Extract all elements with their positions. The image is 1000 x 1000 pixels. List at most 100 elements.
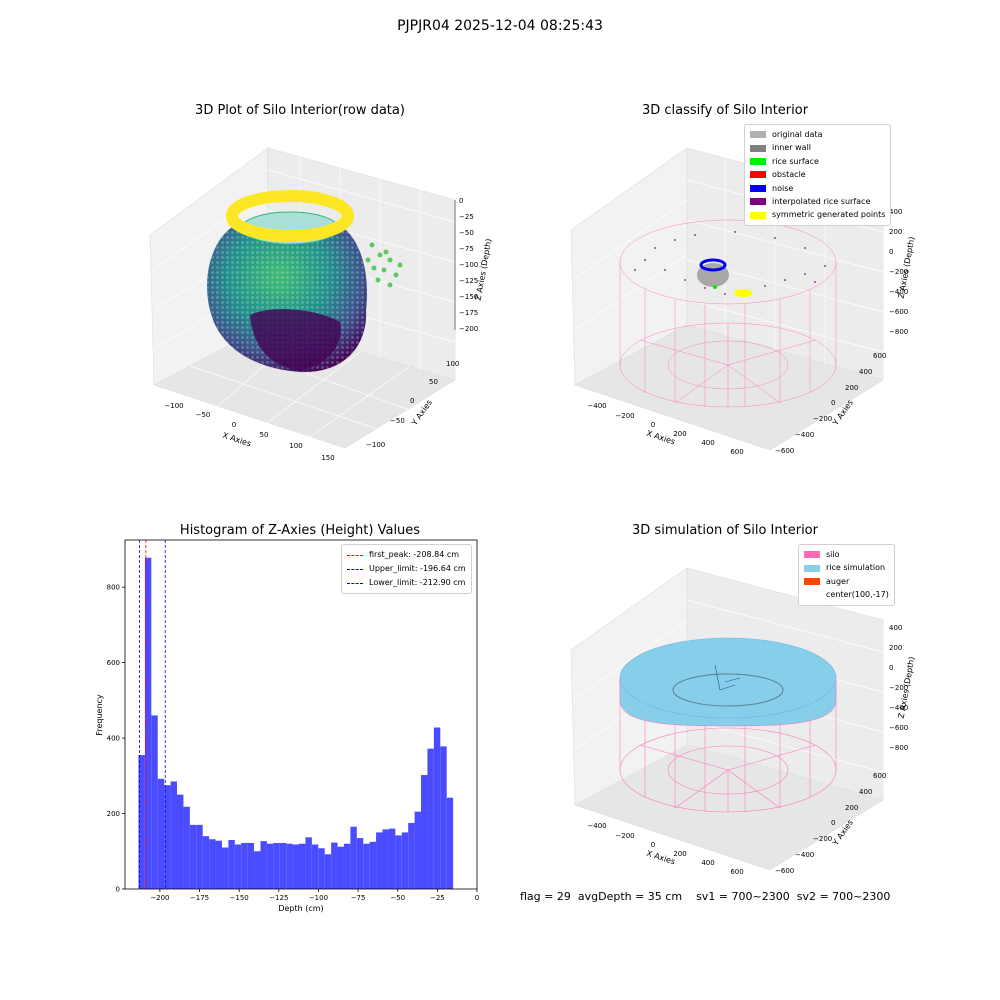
svg-text:600: 600 bbox=[873, 352, 886, 360]
legend-item: Upper_limit: -196.64 cm bbox=[347, 562, 466, 576]
svg-text:−200: −200 bbox=[615, 832, 634, 840]
svg-text:−100: −100 bbox=[164, 402, 183, 410]
histogram-bar bbox=[170, 781, 178, 889]
histogram-y-tick-label: 400 bbox=[107, 735, 120, 743]
histogram-bar bbox=[164, 785, 171, 889]
svg-text:100: 100 bbox=[289, 442, 302, 450]
svg-text:50: 50 bbox=[260, 431, 269, 439]
histogram-x-tick-label: −175 bbox=[190, 894, 209, 902]
simulation-x-label: X Axies bbox=[645, 849, 676, 867]
svg-text:−600: −600 bbox=[775, 447, 794, 455]
svg-text:−100: −100 bbox=[366, 441, 385, 449]
svg-text:200: 200 bbox=[845, 804, 858, 812]
histogram-bar bbox=[350, 826, 357, 889]
histogram-bar bbox=[286, 843, 293, 889]
svg-text:−50: −50 bbox=[459, 229, 474, 237]
svg-text:600: 600 bbox=[873, 772, 886, 780]
raw-rim-ring bbox=[226, 190, 354, 242]
simulation-legend: silo rice simulation auger center(100,-1… bbox=[798, 544, 895, 606]
legend-item: inner wall bbox=[750, 141, 885, 154]
svg-text:200: 200 bbox=[889, 644, 902, 652]
histogram-bar bbox=[144, 557, 152, 889]
simulation-x-ticks: −400 −200 0 200 400 600 bbox=[587, 822, 743, 876]
svg-text:50: 50 bbox=[429, 378, 438, 386]
svg-text:−25: −25 bbox=[459, 213, 474, 221]
histogram-bar bbox=[427, 748, 434, 889]
svg-text:−125: −125 bbox=[459, 277, 478, 285]
raw-plot-title: 3D Plot of Silo Interior(row data) bbox=[195, 103, 405, 118]
histogram-bar bbox=[395, 835, 402, 889]
svg-text:−200: −200 bbox=[615, 412, 634, 420]
legend-item: rice surface bbox=[750, 155, 885, 168]
histogram-bar bbox=[254, 851, 261, 889]
histogram-bar bbox=[202, 836, 210, 889]
svg-text:−600: −600 bbox=[889, 724, 908, 732]
histogram-bar bbox=[247, 842, 255, 889]
histogram-title: Histogram of Z-Axies (Height) Values bbox=[179, 523, 421, 538]
histogram-bar bbox=[324, 854, 332, 889]
svg-text:−800: −800 bbox=[889, 744, 908, 752]
classify-silo-wireframe bbox=[619, 219, 837, 408]
histogram-bar bbox=[369, 841, 377, 889]
histogram-bar bbox=[157, 778, 165, 889]
classify-plot-title: 3D classify of Silo Interior bbox=[641, 103, 809, 118]
histogram-bar bbox=[138, 755, 145, 889]
simulation-rice-top bbox=[619, 637, 837, 719]
svg-text:−600: −600 bbox=[889, 308, 908, 316]
histogram-y-tick-label: 200 bbox=[107, 810, 120, 818]
simulation-plot-title: 3D simulation of Silo Interior bbox=[632, 523, 818, 538]
legend-item: interpolated rice surface bbox=[750, 195, 885, 208]
svg-text:0: 0 bbox=[651, 841, 655, 849]
histogram-bar bbox=[299, 843, 306, 889]
histogram-x-label: Depth (cm) bbox=[278, 904, 323, 913]
histogram-bar bbox=[433, 727, 441, 889]
legend-item: center(100,-17) bbox=[826, 590, 889, 600]
histogram-bar bbox=[363, 843, 370, 889]
svg-text:200: 200 bbox=[889, 228, 902, 236]
svg-text:0: 0 bbox=[889, 248, 893, 256]
legend-item: Lower_limit: -212.90 cm bbox=[347, 576, 466, 590]
histogram-bar bbox=[421, 775, 428, 889]
histogram-bar bbox=[401, 832, 409, 889]
svg-text:600: 600 bbox=[730, 448, 743, 456]
legend-item: symmetric generated points bbox=[750, 208, 885, 221]
histogram-bar bbox=[305, 837, 312, 889]
svg-text:0: 0 bbox=[232, 421, 236, 429]
svg-text:0: 0 bbox=[459, 197, 463, 205]
svg-text:200: 200 bbox=[673, 850, 686, 858]
raw-z-ticks: 0 −25 −50 −75 −100 −125 −150 −175 −200 bbox=[459, 197, 478, 333]
svg-text:−400: −400 bbox=[795, 431, 814, 439]
svg-text:−400: −400 bbox=[795, 851, 814, 859]
classify-x-ticks: −400 −200 0 200 400 600 bbox=[587, 402, 743, 456]
raw-x-label: X Axies bbox=[221, 431, 252, 449]
histogram-bar bbox=[189, 824, 197, 889]
histogram-bar bbox=[260, 841, 267, 889]
histogram-bar bbox=[196, 824, 203, 889]
raw-outlier-points bbox=[365, 242, 403, 288]
svg-text:−600: −600 bbox=[775, 867, 794, 875]
histogram-y-tick-label: 600 bbox=[107, 659, 120, 667]
histogram-bar bbox=[151, 715, 158, 889]
sv2-value: sv2 = 700~2300 bbox=[796, 890, 891, 903]
svg-text:−800: −800 bbox=[889, 328, 908, 336]
svg-text:400: 400 bbox=[859, 368, 872, 376]
figure-title: PJPJR04 2025-12-04 08:25:43 bbox=[397, 18, 603, 34]
histogram-bar bbox=[376, 832, 383, 889]
histogram-bar bbox=[356, 838, 364, 889]
legend-item: obstacle bbox=[750, 168, 885, 181]
status-footer: flag = 29 avgDepth = 35 cm sv1 = 700~230… bbox=[520, 890, 890, 903]
histogram-x-tick-label: −75 bbox=[351, 894, 366, 902]
svg-text:−175: −175 bbox=[459, 309, 478, 317]
svg-text:150: 150 bbox=[321, 454, 334, 462]
histogram-x-tick-label: −25 bbox=[430, 894, 445, 902]
histogram-bar bbox=[408, 822, 415, 889]
histogram-bar bbox=[440, 746, 447, 889]
histogram-bar bbox=[318, 848, 325, 889]
svg-text:400: 400 bbox=[889, 208, 902, 216]
classify-rice-surface bbox=[713, 285, 717, 289]
raw-x-ticks: −100 −50 0 50 100 150 bbox=[164, 402, 334, 462]
sv1-value: sv1 = 700~2300 bbox=[696, 890, 790, 903]
histogram-bar bbox=[266, 843, 274, 889]
svg-text:0: 0 bbox=[410, 397, 414, 405]
svg-text:400: 400 bbox=[859, 788, 872, 796]
